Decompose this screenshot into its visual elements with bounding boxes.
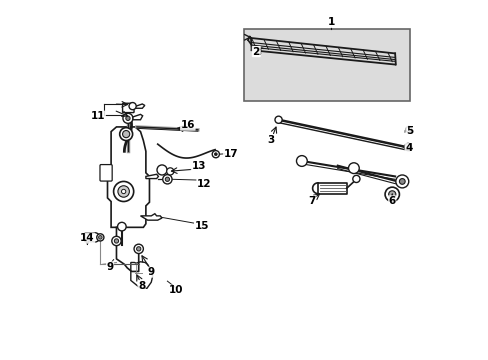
- Text: 5: 5: [405, 126, 412, 136]
- Polygon shape: [133, 114, 142, 120]
- Circle shape: [136, 247, 141, 251]
- Polygon shape: [134, 104, 144, 108]
- Circle shape: [406, 145, 408, 148]
- Polygon shape: [107, 127, 149, 227]
- Text: 3: 3: [267, 135, 274, 145]
- Polygon shape: [145, 174, 158, 179]
- Text: 2: 2: [252, 46, 259, 57]
- Circle shape: [296, 156, 306, 166]
- Text: 1: 1: [327, 17, 334, 27]
- Circle shape: [163, 175, 172, 184]
- Circle shape: [114, 239, 119, 243]
- Circle shape: [399, 179, 405, 184]
- Circle shape: [166, 168, 174, 175]
- Text: 10: 10: [168, 285, 183, 295]
- Circle shape: [122, 113, 133, 123]
- Circle shape: [121, 189, 125, 194]
- Polygon shape: [85, 233, 94, 242]
- Circle shape: [165, 177, 169, 181]
- Circle shape: [348, 163, 359, 174]
- Circle shape: [118, 186, 129, 197]
- Text: 1: 1: [327, 17, 334, 27]
- Circle shape: [405, 127, 411, 132]
- Circle shape: [117, 222, 126, 231]
- Text: 2: 2: [253, 46, 260, 57]
- Text: 13: 13: [191, 161, 205, 171]
- Polygon shape: [131, 262, 152, 288]
- Circle shape: [404, 143, 411, 150]
- Text: 4: 4: [404, 143, 411, 153]
- Circle shape: [134, 244, 143, 253]
- Text: 8: 8: [138, 281, 145, 291]
- Text: 15: 15: [195, 221, 209, 230]
- Circle shape: [122, 131, 129, 138]
- Circle shape: [125, 116, 130, 121]
- Circle shape: [99, 235, 102, 239]
- Polygon shape: [140, 214, 162, 220]
- Text: 17: 17: [223, 149, 238, 159]
- Circle shape: [90, 233, 100, 242]
- Circle shape: [214, 153, 217, 156]
- Circle shape: [384, 187, 399, 202]
- Circle shape: [157, 165, 167, 175]
- FancyBboxPatch shape: [244, 30, 409, 101]
- Circle shape: [274, 116, 282, 123]
- Circle shape: [129, 103, 136, 110]
- Text: 7: 7: [307, 196, 315, 206]
- Circle shape: [388, 191, 395, 198]
- Text: 9: 9: [106, 262, 113, 272]
- Text: 11: 11: [91, 111, 105, 121]
- Circle shape: [97, 234, 104, 241]
- Text: 16: 16: [180, 120, 195, 130]
- Text: 14: 14: [80, 233, 95, 243]
- Text: 6: 6: [388, 196, 395, 206]
- FancyBboxPatch shape: [100, 165, 112, 181]
- Text: 9: 9: [147, 267, 155, 277]
- Circle shape: [352, 175, 359, 183]
- Circle shape: [120, 128, 132, 140]
- Circle shape: [112, 236, 121, 246]
- Circle shape: [212, 150, 219, 158]
- Text: 12: 12: [197, 179, 211, 189]
- Circle shape: [395, 175, 408, 188]
- Circle shape: [113, 181, 133, 202]
- FancyBboxPatch shape: [122, 103, 134, 113]
